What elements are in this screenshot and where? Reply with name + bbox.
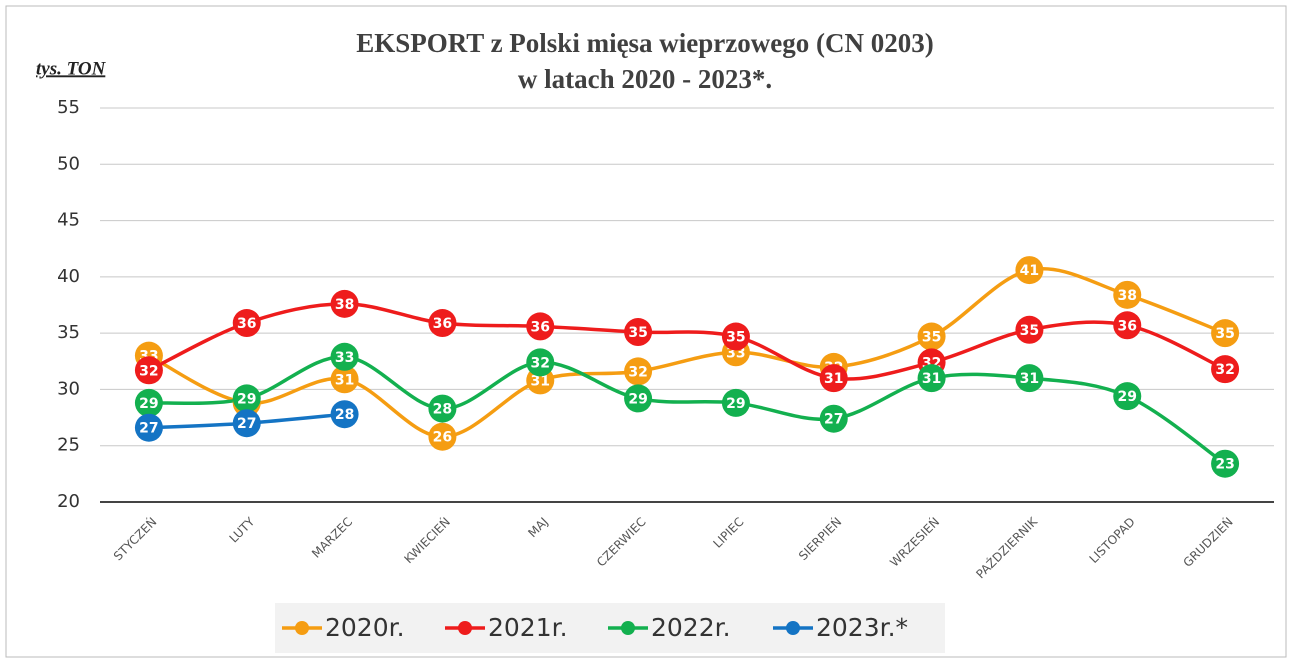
point-marker (721, 388, 750, 417)
chart-title: EKSPORT z Polski mięsa wieprzowego (CN 0… (356, 28, 934, 58)
data-label: 29 (628, 391, 647, 407)
y-tick-label: 25 (57, 435, 80, 456)
point-marker (134, 388, 163, 417)
point-marker (819, 364, 848, 393)
data-label: 29 (237, 391, 256, 407)
y-tick-label: 30 (57, 378, 80, 399)
data-label: 35 (922, 330, 941, 346)
point-marker (721, 322, 750, 351)
data-label: 27 (139, 421, 158, 437)
legend-label: 2020r. (325, 613, 405, 642)
point-marker (624, 384, 653, 413)
data-label: 38 (1118, 288, 1137, 304)
point-marker (428, 394, 457, 423)
data-label: 31 (824, 371, 843, 387)
point-marker (330, 400, 359, 429)
point-marker (330, 342, 359, 371)
point-marker (1015, 315, 1044, 344)
data-label: 29 (726, 396, 745, 412)
point-marker (819, 404, 848, 433)
y-tick-label: 40 (57, 266, 80, 287)
legend-marker (786, 621, 800, 635)
data-label: 35 (1215, 326, 1234, 342)
legend-marker (295, 621, 309, 635)
data-label: 36 (531, 319, 550, 335)
legend-label: 2022r. (651, 613, 731, 642)
point-marker (526, 312, 555, 341)
data-label: 35 (726, 330, 745, 346)
data-label: 32 (531, 355, 550, 371)
point-marker (428, 309, 457, 338)
point-marker (428, 422, 457, 451)
point-marker (1113, 311, 1142, 340)
point-marker (917, 364, 946, 393)
data-label: 32 (628, 364, 647, 380)
data-label: 31 (1020, 371, 1039, 387)
legend-label: 2021r. (488, 613, 568, 642)
y-axis-label: tys. TON (36, 58, 107, 79)
point-marker (1015, 256, 1044, 285)
legend-marker (458, 621, 472, 635)
data-label: 27 (824, 412, 843, 428)
data-label: 29 (139, 396, 158, 412)
data-label: 38 (335, 297, 354, 313)
data-label: 33 (335, 350, 354, 366)
data-label: 35 (1020, 323, 1039, 339)
point-marker (1211, 449, 1240, 478)
point-marker (1211, 355, 1240, 384)
data-label: 32 (1215, 362, 1234, 378)
point-marker (232, 384, 261, 413)
legend-label: 2023r.* (816, 613, 908, 642)
point-marker (232, 309, 261, 338)
chart-title: w latach 2020 - 2023*. (518, 64, 772, 94)
data-label: 35 (628, 325, 647, 341)
point-marker (1015, 364, 1044, 393)
data-label: 29 (1118, 389, 1137, 405)
data-label: 23 (1215, 457, 1234, 473)
point-marker (526, 348, 555, 377)
legend-marker (621, 621, 635, 635)
point-marker (330, 365, 359, 394)
data-label: 36 (1118, 318, 1137, 334)
point-marker (624, 357, 653, 386)
point-marker (917, 322, 946, 351)
y-tick-label: 50 (57, 153, 80, 174)
data-label: 26 (433, 430, 452, 446)
y-tick-label: 55 (57, 97, 80, 118)
data-label: 31 (922, 371, 941, 387)
data-label: 36 (237, 316, 256, 332)
y-tick-label: 45 (57, 210, 80, 231)
data-label: 36 (433, 316, 452, 332)
data-label: 32 (139, 363, 158, 379)
data-label: 31 (335, 372, 354, 388)
point-marker (1113, 280, 1142, 309)
data-label: 31 (531, 373, 550, 389)
data-label: 28 (335, 407, 354, 423)
data-label: 41 (1020, 263, 1039, 279)
point-marker (1113, 382, 1142, 411)
point-marker (134, 413, 163, 442)
point-marker (232, 409, 261, 438)
y-tick-label: 35 (57, 322, 80, 343)
data-label: 28 (433, 402, 452, 418)
data-label: 27 (237, 416, 256, 432)
point-marker (134, 356, 163, 385)
point-marker (624, 318, 653, 347)
point-marker (1211, 319, 1240, 348)
point-marker (330, 289, 359, 318)
y-tick-label: 20 (57, 491, 80, 512)
